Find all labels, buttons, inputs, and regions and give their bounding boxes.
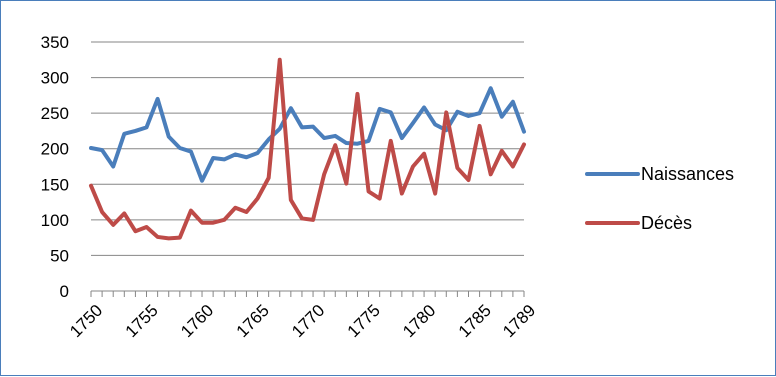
x-tick-label: 1770 — [288, 301, 328, 341]
gridlines — [91, 42, 524, 255]
x-tick-label: 1775 — [344, 301, 384, 341]
legend-label: Décès — [641, 213, 692, 233]
y-tick-label: 300 — [41, 69, 69, 88]
x-tick-label: 1750 — [66, 301, 106, 341]
y-tick-label: 150 — [41, 175, 69, 194]
axes — [91, 291, 524, 297]
y-tick-label: 350 — [41, 33, 69, 52]
x-tick-label: 1789 — [499, 301, 539, 341]
x-tick-label: 1785 — [455, 301, 495, 341]
x-tick-label: 1760 — [177, 301, 217, 341]
x-tick-label: 1765 — [233, 301, 273, 341]
x-tick-label: 1755 — [122, 301, 162, 341]
x-tick-label: 1780 — [399, 301, 439, 341]
legend-label: Naissances — [641, 164, 734, 184]
y-tick-label: 50 — [50, 246, 69, 265]
y-tick-label: 200 — [41, 140, 69, 159]
y-tick-label: 0 — [60, 282, 69, 301]
y-tick-label: 250 — [41, 104, 69, 123]
legend: Naissances Décès — [587, 164, 734, 233]
y-tick-labels: 0 50 100 150 200 250 300 350 — [41, 33, 69, 301]
y-tick-label: 100 — [41, 211, 69, 230]
